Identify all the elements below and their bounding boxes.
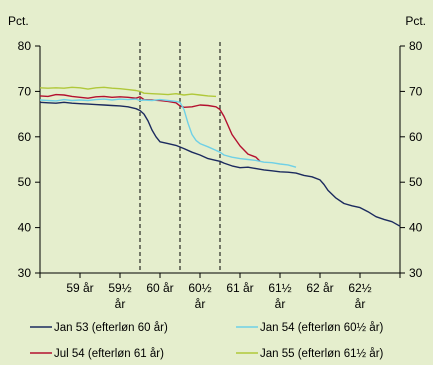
axes (35, 45, 405, 278)
y-tick-label-right: 60 (409, 130, 423, 144)
y-tick-label-right: 50 (409, 175, 423, 189)
series-line (39, 101, 401, 227)
series-lines (39, 86, 401, 227)
legend-label: Jul 54 (efterløn 61 år) (54, 348, 164, 360)
series-line (39, 86, 217, 98)
x-tick-label: 61 år (226, 281, 253, 295)
legend: Jan 53 (efterløn 60 år) Jan 54 (efterløn … (30, 322, 384, 360)
y-tick-label-left: 60 (18, 130, 32, 144)
x-tick-label: 62½ (348, 281, 371, 295)
x-tick-label: 62 år (306, 281, 333, 295)
x-tick-label: år (195, 297, 206, 311)
series-line (39, 98, 297, 168)
legend-label: Jan 53 (efterløn 60 år) (54, 322, 168, 334)
y-tick-label-left: 70 (18, 84, 32, 98)
x-tick-label: 60 år (146, 281, 173, 295)
series-line (39, 93, 261, 162)
y-tick-label-right: 80 (409, 39, 423, 53)
x-tick-label: år (355, 297, 366, 311)
y-unit-right: Pct. (405, 14, 426, 28)
y-tick-label-right: 70 (409, 84, 423, 98)
y-tick-label-left: 50 (18, 175, 32, 189)
x-tick-label: 59 år (66, 281, 93, 295)
x-tick-label: år (115, 297, 126, 311)
x-tick-label: 61½ (268, 281, 291, 295)
x-tick-label: 60½ (188, 281, 211, 295)
y-tick-label-left: 40 (18, 221, 32, 235)
x-tick-label: år (275, 297, 286, 311)
y-tick-label-left: 30 (18, 266, 32, 280)
y-unit-left: Pct. (8, 14, 29, 28)
legend-label: Jan 55 (efterløn 61½ år) (260, 348, 384, 360)
y-tick-label-right: 30 (409, 266, 423, 280)
y-tick-label-left: 80 (18, 39, 32, 53)
x-tick-label: 59½ (108, 281, 131, 295)
y-tick-label-right: 40 (409, 221, 423, 235)
axis-labels: 30 30 40 40 50 50 60 60 70 70 80 80 Pct. Pct. 59 år 59½… (8, 14, 426, 311)
legend-label: Jan 54 (efterløn 60½ år) (260, 322, 384, 334)
dashed-reference-lines (139, 42, 221, 273)
